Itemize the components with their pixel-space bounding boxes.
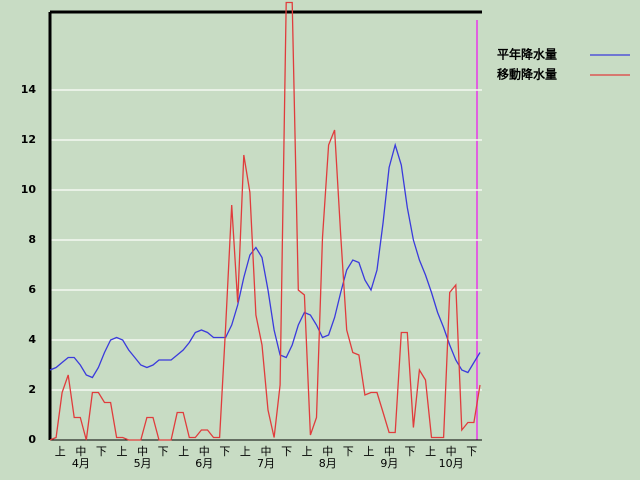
legend-label: 移動降水量 bbox=[497, 67, 557, 82]
y-tick-label: 2 bbox=[28, 383, 36, 396]
x-dekad-label: 上 bbox=[55, 445, 66, 458]
x-month-label: 7月 bbox=[257, 457, 275, 470]
x-dekad-label: 中 bbox=[384, 445, 395, 458]
x-dekad-label: 中 bbox=[137, 445, 148, 458]
x-dekad-label: 下 bbox=[281, 445, 292, 458]
x-month-label: 4月 bbox=[72, 457, 90, 470]
y-tick-label: 10 bbox=[21, 183, 37, 196]
x-dekad-label: 下 bbox=[158, 445, 169, 458]
legend-label: 平年降水量 bbox=[497, 47, 557, 62]
x-dekad-label: 上 bbox=[117, 445, 128, 458]
y-tick-label: 4 bbox=[28, 333, 36, 346]
x-dekad-label: 下 bbox=[343, 445, 354, 458]
x-dekad-label: 上 bbox=[178, 445, 189, 458]
y-tick-label: 8 bbox=[28, 233, 36, 246]
y-tick-label: 0 bbox=[28, 433, 36, 446]
x-dekad-label: 中 bbox=[75, 445, 86, 458]
series-line bbox=[49, 142, 481, 379]
x-dekad-label: 上 bbox=[240, 445, 251, 458]
x-month-label: 5月 bbox=[134, 457, 152, 470]
y-tick-label: 6 bbox=[28, 283, 36, 296]
x-dekad-label: 中 bbox=[322, 445, 333, 458]
x-dekad-label: 下 bbox=[219, 445, 230, 458]
x-dekad-label: 中 bbox=[199, 445, 210, 458]
x-month-label: 9月 bbox=[380, 457, 398, 470]
y-tick-label: 12 bbox=[21, 133, 36, 146]
series-line bbox=[49, 1, 481, 441]
x-month-label: 6月 bbox=[195, 457, 213, 470]
x-month-label: 8月 bbox=[319, 457, 337, 470]
x-dekad-label: 中 bbox=[261, 445, 272, 458]
x-month-label: 10月 bbox=[439, 457, 464, 470]
x-dekad-label: 上 bbox=[363, 445, 374, 458]
x-dekad-label: 下 bbox=[96, 445, 107, 458]
x-dekad-label: 上 bbox=[302, 445, 313, 458]
y-tick-label: 14 bbox=[21, 83, 37, 96]
x-dekad-label: 中 bbox=[446, 445, 457, 458]
x-dekad-label: 下 bbox=[466, 445, 477, 458]
x-dekad-label: 下 bbox=[405, 445, 416, 458]
x-dekad-label: 上 bbox=[425, 445, 436, 458]
